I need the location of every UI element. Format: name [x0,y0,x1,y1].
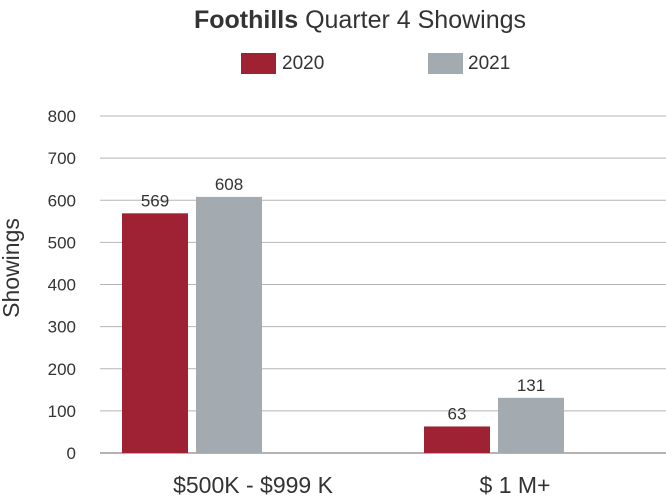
y-tick-label-0: 0 [67,444,76,463]
legend-swatch-2021 [428,53,463,74]
y-tick-label-100: 100 [48,402,76,421]
y-tick-labels: 0 100 200 300 400 500 600 700 800 [48,107,76,463]
data-labels: 569 608 63 131 [141,175,545,424]
data-label-2020-0: 569 [141,191,169,210]
y-tick-label-600: 600 [48,191,76,210]
data-label-2021-0: 608 [215,175,243,194]
bar-2021-0 [196,196,262,453]
legend-label-2020: 2020 [282,53,324,74]
y-tick-label-800: 800 [48,107,76,126]
bar-2020-0 [122,213,188,453]
y-tick-label-500: 500 [48,233,76,252]
data-label-2021-1: 131 [517,376,545,395]
y-axis-title: Showings [0,218,24,318]
y-tick-label-300: 300 [48,318,76,337]
x-tick-label-1: $ 1 M+ [480,472,551,498]
x-tick-labels: $500K - $999 K $ 1 M+ [173,472,550,498]
chart-title-rest: Quarter 4 Showings [298,6,526,34]
x-tick-label-0: $500K - $999 K [173,472,334,498]
y-tick-label-400: 400 [48,276,76,295]
bar-2021-1 [498,397,564,453]
y-tick-label-700: 700 [48,149,76,168]
bars [122,196,564,453]
legend-swatch-2020 [241,53,276,74]
legend-label-2021: 2021 [468,53,510,74]
y-tick-label-200: 200 [48,360,76,379]
gridlines [100,115,666,454]
data-label-2020-1: 63 [448,404,467,423]
chart-title-bold: Foothills [194,6,298,34]
legend: 2020 2021 [241,53,510,74]
chart-title: Foothills Quarter 4 Showings [194,6,526,34]
bar-2020-1 [424,426,490,453]
